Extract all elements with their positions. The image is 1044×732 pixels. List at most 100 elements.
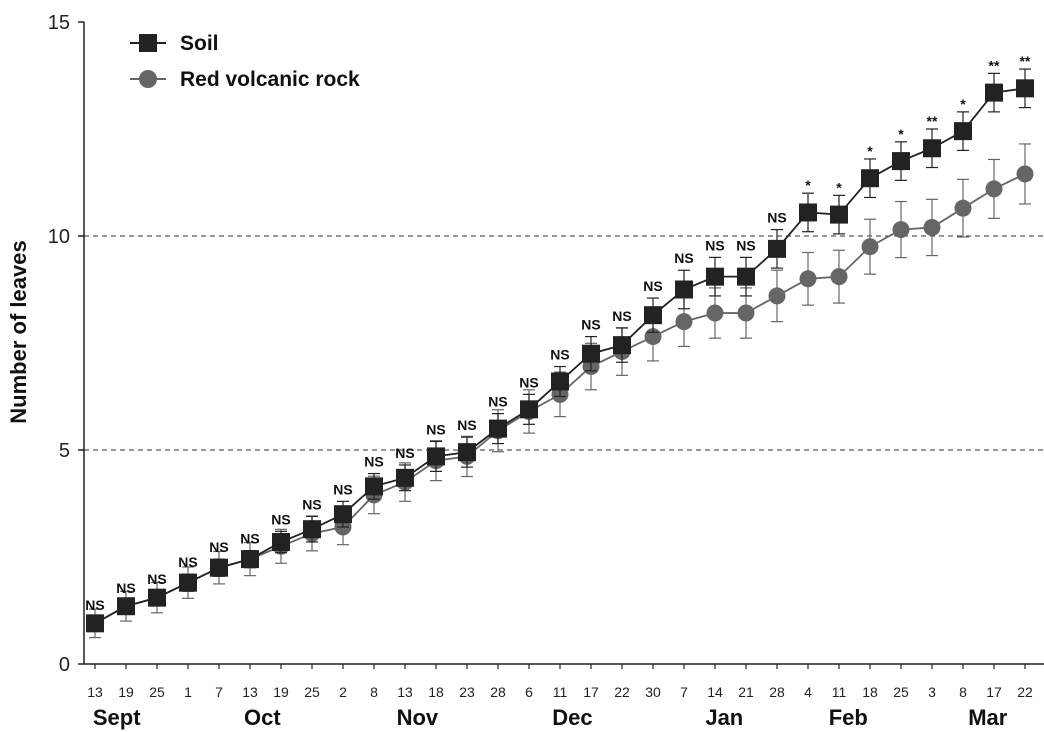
legend-label-soil: Soil <box>180 32 219 55</box>
data-point <box>768 239 786 258</box>
month-label: Mar <box>968 705 1008 730</box>
x-tick-label: 18 <box>428 684 444 700</box>
data-point <box>706 267 724 286</box>
data-point <box>427 447 445 466</box>
x-ticks: 13 19 25 1 7 13 19 25 2 8 13 18 23 28 6 11 17 22 30 7 14 21 28… <box>87 664 1033 700</box>
data-point <box>396 468 414 487</box>
x-tick-label: 25 <box>893 684 909 700</box>
data-point <box>210 558 228 577</box>
significance-label: NS <box>612 308 631 324</box>
data-point <box>954 122 972 141</box>
legend-marker-red-volcanic-rock <box>139 70 157 88</box>
data-point <box>458 443 476 462</box>
significance-label: NS <box>333 481 352 497</box>
significance-label: NS <box>240 531 259 547</box>
significance-label: NS <box>550 347 569 363</box>
data-point <box>830 268 848 286</box>
x-tick-label: 25 <box>149 684 165 700</box>
data-point <box>179 573 197 592</box>
data-point <box>799 270 817 288</box>
data-point <box>768 287 786 305</box>
month-label: Dec <box>552 705 592 730</box>
data-point <box>830 205 848 224</box>
significance-label: NS <box>395 445 414 461</box>
x-tick-label: 14 <box>707 684 723 700</box>
significance-label: NS <box>736 237 755 253</box>
data-point <box>520 400 538 419</box>
month-label: Jan <box>705 705 743 730</box>
legend-item-soil: Soil <box>130 32 219 55</box>
x-tick-label: 19 <box>273 684 289 700</box>
significance-label: NS <box>302 496 321 512</box>
data-point <box>892 152 910 171</box>
data-point <box>1016 165 1034 183</box>
data-point <box>303 520 321 539</box>
y-tick-label: 15 <box>48 12 70 34</box>
x-tick-label: 2 <box>339 684 347 700</box>
data-point <box>272 533 290 552</box>
data-point <box>923 139 941 158</box>
x-tick-label: 6 <box>525 684 533 700</box>
data-point <box>551 372 569 391</box>
significance-label: * <box>805 177 811 193</box>
significance-label: * <box>960 96 966 112</box>
series <box>86 68 1034 639</box>
data-point <box>582 344 600 363</box>
significance-label: ** <box>989 57 1000 73</box>
legend-label-red-volcanic-rock: Red volcanic rock <box>180 68 360 91</box>
x-tick-label: 13 <box>242 684 258 700</box>
x-tick-label: 25 <box>304 684 320 700</box>
x-tick-label: 7 <box>680 684 688 700</box>
data-point <box>1016 79 1034 98</box>
data-point <box>334 505 352 524</box>
significance-label: * <box>898 126 904 142</box>
data-point <box>241 550 259 569</box>
month-label: Feb <box>829 705 868 730</box>
x-tick-label: 11 <box>553 684 568 700</box>
significance-label: NS <box>271 511 290 527</box>
significance-label: NS <box>178 554 197 570</box>
month-labels: Sept Oct Nov Dec Jan Feb Mar <box>93 705 1008 730</box>
month-label: Nov <box>397 705 439 730</box>
significance-label: * <box>836 179 842 195</box>
x-tick-label: 13 <box>87 684 103 700</box>
significance-label: ** <box>1020 53 1031 69</box>
significance-label: NS <box>85 597 104 613</box>
legend-item-red-volcanic-rock: Red volcanic rock <box>130 68 360 91</box>
data-point <box>861 169 879 188</box>
significance-label: NS <box>457 417 476 433</box>
x-tick-label: 4 <box>804 684 812 700</box>
data-point <box>148 588 166 607</box>
data-point <box>985 180 1003 198</box>
data-point <box>737 267 755 286</box>
y-tick-label: 0 <box>59 654 70 676</box>
significance-labels: NS NS NS NS NS NS NS NS NS NS NS NS NS NS NS NS NS NS NS NS… <box>85 53 1031 613</box>
significance-label: NS <box>643 278 662 294</box>
x-tick-label: 3 <box>928 684 936 700</box>
data-point <box>644 306 662 325</box>
axes <box>83 22 1044 665</box>
significance-label: NS <box>519 374 538 390</box>
legend: Soil Red volcanic rock <box>130 32 360 91</box>
data-point <box>954 199 972 217</box>
x-tick-label: 7 <box>215 684 223 700</box>
gridlines <box>84 235 1044 451</box>
data-point <box>985 83 1003 102</box>
data-point <box>613 336 631 355</box>
data-point <box>861 238 879 256</box>
significance-label: NS <box>705 237 724 253</box>
data-point <box>675 313 693 331</box>
x-tick-label: 28 <box>769 684 785 700</box>
significance-label: ** <box>927 113 938 129</box>
x-tick-label: 17 <box>583 684 599 700</box>
y-ticks: 0 5 10 15 <box>48 12 84 676</box>
x-tick-label: 23 <box>459 684 475 700</box>
x-tick-label: 28 <box>490 684 506 700</box>
x-tick-label: 30 <box>645 684 661 700</box>
significance-label: NS <box>488 394 507 410</box>
month-label: Sept <box>93 705 141 730</box>
data-point <box>86 614 104 633</box>
x-tick-label: 19 <box>118 684 134 700</box>
data-point <box>737 304 755 322</box>
significance-label: NS <box>581 317 600 333</box>
